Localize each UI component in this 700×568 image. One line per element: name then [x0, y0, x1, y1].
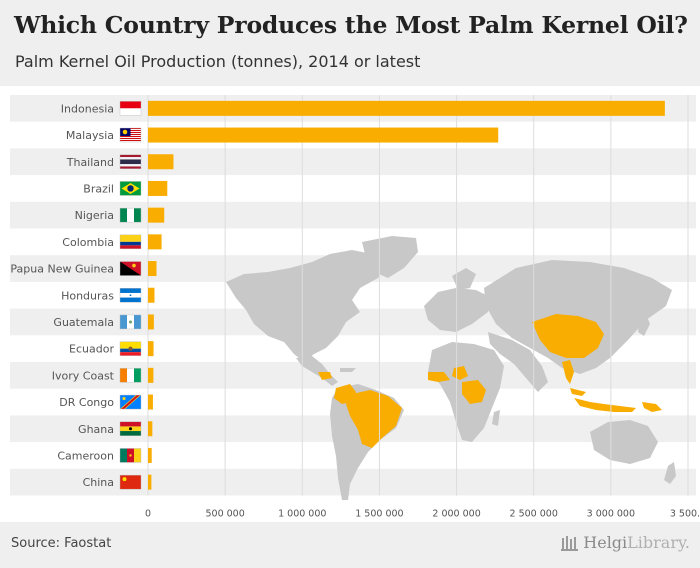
source-note: Source: Faostat — [11, 536, 112, 551]
bar-brazil — [148, 180, 168, 196]
category-label: Honduras — [61, 289, 114, 302]
highlight-west-africa — [428, 372, 450, 382]
flag-malaysia-icon — [119, 127, 142, 143]
highlight-papua-new-guinea — [642, 402, 662, 412]
category-label: Brazil — [83, 182, 114, 195]
x-tick-label: 2 500 000 — [510, 509, 558, 520]
bar-dr-congo — [148, 394, 153, 410]
category-label: DR Congo — [59, 396, 114, 409]
land-europe — [424, 288, 492, 332]
footer-band: Source: Faostat HelgiLibrary. — [0, 522, 700, 568]
land-caribbean — [340, 368, 356, 372]
flag-thailand-icon — [119, 154, 142, 169]
category-label: Malaysia — [66, 129, 114, 142]
bar-guatemala — [148, 314, 154, 330]
x-tick-label: 1 000 000 — [278, 509, 326, 520]
x-tick-label: 500 000 — [205, 509, 244, 520]
land-middle-east — [488, 332, 548, 392]
brand-main: Helgi — [583, 533, 628, 552]
category-label: Ivory Coast — [52, 369, 115, 382]
chart-subtitle: Palm Kernel Oil Production (tonnes), 201… — [15, 52, 421, 71]
bar-thailand — [148, 154, 174, 170]
x-tick-label: 0 — [145, 509, 151, 520]
land-madagascar — [492, 410, 500, 426]
highlight-indonesia — [574, 398, 636, 412]
flags — [119, 101, 142, 490]
flag-guatemala-icon — [119, 314, 142, 330]
category-label: Ecuador — [69, 343, 114, 356]
brand-suffix: Library. — [627, 533, 690, 552]
x-tick-label: 3 500... — [670, 509, 700, 520]
bar-malaysia — [148, 127, 499, 143]
highlight-nigeria-cameroon — [452, 366, 468, 380]
flag-colombia-icon — [119, 234, 142, 250]
highlight-central-america — [318, 372, 332, 380]
highlight-dr-congo — [462, 380, 486, 404]
flag-honduras-icon — [119, 288, 142, 303]
category-label: Indonesia — [61, 102, 114, 115]
flag-nigeria-icon — [119, 207, 142, 223]
category-labels: Indonesia Malaysia Thailand Brazil Nigeria Co… — [10, 102, 114, 489]
land-scandinavia — [452, 268, 476, 290]
bar-nigeria — [148, 207, 165, 223]
highlight-china — [532, 314, 604, 358]
bar-china — [148, 474, 152, 490]
library-icon — [561, 536, 579, 551]
category-label: Papua New Guinea — [10, 263, 114, 276]
category-label: Thailand — [66, 156, 114, 169]
bar-indonesia — [148, 100, 665, 116]
bar-papua-new-guinea — [148, 261, 157, 277]
category-label: Guatemala — [53, 316, 114, 329]
land-new-zealand — [664, 462, 676, 484]
bar-chart: Indonesia Malaysia Thailand Brazil Nigeria Co… — [10, 95, 700, 520]
land-greenland — [362, 236, 418, 278]
flag-cameroon-icon — [119, 448, 142, 463]
flag-indonesia-icon — [119, 101, 142, 116]
brand-logo: HelgiLibrary. — [561, 533, 690, 552]
bars — [148, 100, 665, 490]
flag-brazil-icon — [119, 181, 142, 196]
category-label: Cameroon — [57, 449, 114, 462]
land-australia — [590, 420, 658, 464]
bar-colombia — [148, 234, 162, 250]
bar-ivory-coast — [148, 367, 154, 383]
category-label: Nigeria — [75, 209, 114, 222]
category-label: Colombia — [62, 236, 114, 249]
highlight-brazil — [346, 390, 402, 448]
land-japan — [638, 314, 650, 336]
chart-title: Which Country Produces the Most Palm Ker… — [14, 11, 688, 39]
flag-dr-congo-icon — [119, 394, 142, 410]
flag-china-icon — [119, 474, 142, 490]
flag-ghana-icon — [119, 421, 142, 436]
x-axis-ticks: 0 500 000 1 000 000 1 500 000 2 000 000 2 500… — [145, 509, 700, 520]
x-tick-label: 1 500 000 — [355, 509, 403, 520]
bar-cameroon — [148, 447, 152, 463]
world-map — [226, 236, 676, 500]
land-north-america — [226, 250, 386, 362]
bar-ghana — [148, 421, 153, 437]
bar-ecuador — [148, 341, 154, 357]
x-tick-label: 3 000 000 — [587, 509, 635, 520]
header-band: Which Country Produces the Most Palm Ker… — [0, 0, 700, 86]
flag-ecuador-icon — [119, 341, 142, 356]
category-label: China — [83, 476, 114, 489]
highlight-thailand — [562, 360, 574, 384]
flag-papua-new-guinea-icon — [119, 261, 142, 276]
highlight-malaysia — [570, 388, 586, 396]
x-tick-label: 2 000 000 — [432, 509, 480, 520]
bar-honduras — [148, 287, 155, 303]
category-label: Ghana — [78, 423, 114, 436]
flag-ivory-coast-icon — [119, 368, 142, 383]
